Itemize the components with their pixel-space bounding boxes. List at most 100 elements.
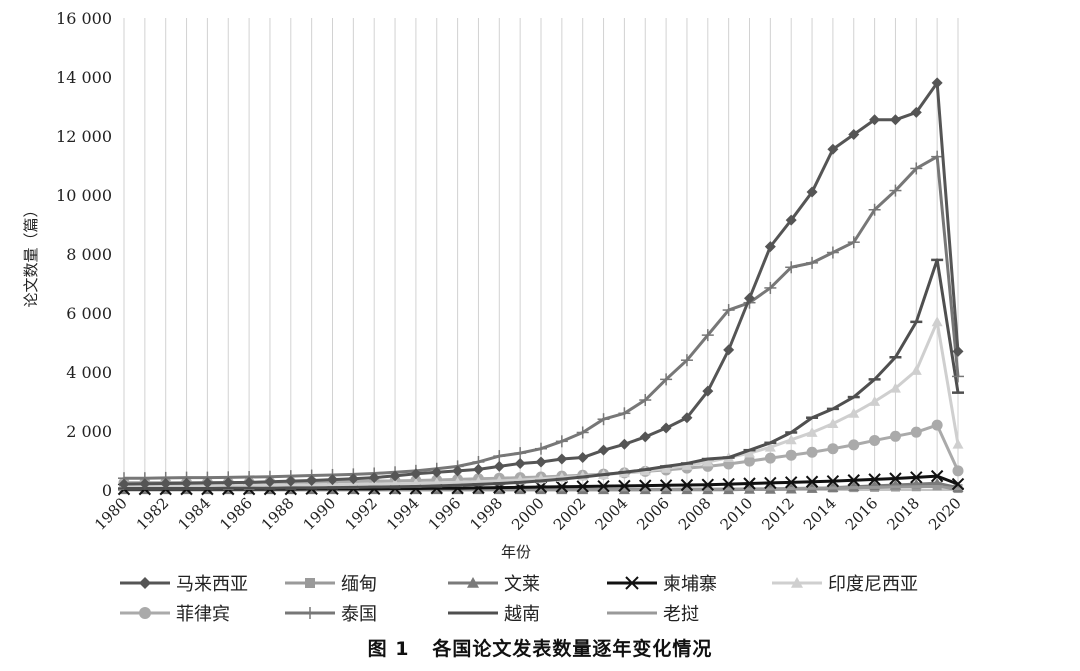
data-point <box>931 316 943 327</box>
data-point <box>597 413 610 426</box>
x-tick-label: 1998 <box>466 494 506 534</box>
data-point <box>556 453 568 465</box>
data-point <box>848 439 860 451</box>
data-point <box>889 382 901 393</box>
data-point <box>660 373 673 386</box>
data-point-stroke <box>826 474 840 488</box>
data-point <box>744 447 755 458</box>
data-point <box>680 354 693 367</box>
data-point-stroke <box>659 479 673 492</box>
data-point-stroke <box>868 473 881 486</box>
data-point-stroke <box>930 469 944 483</box>
data-point-stroke <box>743 477 756 490</box>
data-point <box>785 214 797 226</box>
data-point <box>764 441 776 452</box>
data-point <box>576 426 589 439</box>
y-tick-label: 6 000 <box>66 304 112 323</box>
data-point <box>868 203 881 216</box>
figure-caption: 图 1 各国论文发表数量逐年变化情况 <box>0 634 1080 661</box>
data-point <box>659 479 673 492</box>
data-point <box>139 577 151 589</box>
x-tick-label: 2000 <box>508 494 548 534</box>
data-point <box>160 478 172 490</box>
data-point <box>681 412 693 424</box>
data-point <box>951 477 965 491</box>
data-point <box>452 465 464 477</box>
data-point <box>701 329 714 342</box>
data-point-stroke <box>597 479 610 493</box>
x-tick-label: 2012 <box>758 494 798 534</box>
series-7 <box>118 150 964 485</box>
data-point <box>930 469 944 483</box>
data-point <box>639 479 652 492</box>
legend-label: 老挝 <box>663 604 699 625</box>
data-point <box>889 430 901 442</box>
data-point-stroke <box>805 475 819 488</box>
legend-label: 越南 <box>504 604 540 625</box>
data-point <box>327 474 338 486</box>
data-point <box>535 456 547 468</box>
data-point <box>785 449 797 461</box>
data-point <box>639 431 651 443</box>
data-point <box>431 466 443 478</box>
data-point <box>201 477 213 489</box>
data-point-stroke <box>555 480 569 493</box>
data-point <box>931 419 943 431</box>
data-point <box>889 472 902 485</box>
data-point <box>889 114 901 126</box>
legend-item-4: 柬埔寨 <box>607 574 717 595</box>
legend-item-2: 缅甸 <box>285 574 377 595</box>
x-tick-label: 1986 <box>216 494 256 534</box>
x-axis-title: 年份 <box>501 543 531 561</box>
data-point <box>264 476 276 488</box>
data-point <box>555 480 569 493</box>
data-point-stroke <box>951 477 965 491</box>
data-point <box>847 474 860 487</box>
data-point <box>701 478 715 491</box>
legend-item-7: 泰国 <box>285 604 377 625</box>
data-point <box>514 457 526 469</box>
data-point <box>764 241 776 253</box>
data-point <box>723 344 735 356</box>
data-point-stroke <box>722 477 735 491</box>
data-point <box>784 476 798 489</box>
data-point <box>791 577 803 588</box>
legend-label: 泰国 <box>341 604 377 625</box>
data-point <box>625 576 639 590</box>
data-point <box>243 476 255 488</box>
x-tick-label: 1982 <box>133 494 173 534</box>
data-point <box>467 577 479 588</box>
legend-label: 缅甸 <box>341 574 377 595</box>
data-point <box>744 455 755 467</box>
legend-label: 菲律宾 <box>176 604 230 625</box>
y-tick-label: 8 000 <box>66 245 112 264</box>
data-point <box>618 479 631 493</box>
data-point-stroke <box>910 471 923 484</box>
data-point <box>681 460 693 470</box>
y-tick-label: 0 <box>102 481 112 500</box>
data-point <box>514 447 527 460</box>
data-point <box>910 365 922 375</box>
data-point <box>806 256 819 269</box>
data-point-stroke <box>701 478 715 491</box>
data-point <box>931 150 944 163</box>
data-point <box>304 607 316 619</box>
x-tick-label: 2014 <box>800 494 840 534</box>
data-point <box>931 77 943 89</box>
data-point <box>139 478 151 490</box>
legend-item-5: 印度尼西亚 <box>772 574 918 595</box>
data-point <box>826 474 840 488</box>
data-point <box>555 435 568 448</box>
data-point <box>827 143 839 155</box>
data-point <box>744 292 755 304</box>
data-point <box>472 463 484 475</box>
data-point <box>702 385 714 397</box>
gridlines <box>123 18 959 490</box>
legend-item-1: 马来西亚 <box>120 574 248 595</box>
data-point <box>597 479 610 493</box>
x-tick-label: 1990 <box>300 494 340 534</box>
data-point <box>534 480 548 494</box>
data-point <box>952 345 964 357</box>
y-tick-label: 2 000 <box>66 422 112 441</box>
